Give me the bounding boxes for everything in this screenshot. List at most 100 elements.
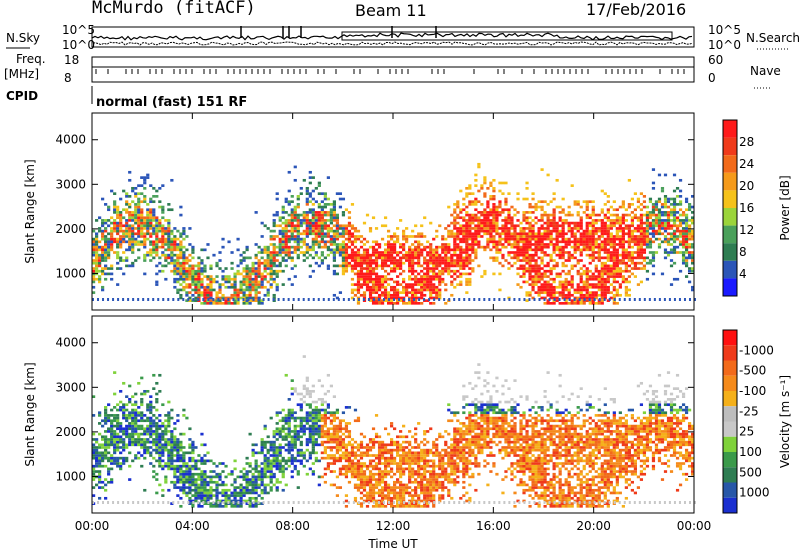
heatmap-cell [110, 427, 114, 431]
heatmap-cell [627, 224, 631, 228]
heatmap-cell [468, 235, 472, 238]
heatmap-cell [690, 243, 695, 246]
heatmap-cell [690, 237, 695, 241]
heatmap-cell [254, 470, 258, 473]
heatmap-cell [654, 219, 659, 222]
heatmap-cell [134, 419, 138, 423]
heatmap-cell [380, 251, 385, 254]
heatmap-cell [462, 203, 466, 206]
heatmap-cell [281, 259, 285, 262]
heatmap-cell [350, 283, 355, 286]
heatmap-cell [158, 459, 162, 463]
heatmap-cell [260, 451, 264, 455]
heatmap-cell [570, 285, 574, 289]
heatmap-cell [137, 443, 141, 447]
heatmap-cell [209, 296, 213, 300]
heatmap-cell [516, 219, 520, 222]
heatmap-cell [122, 440, 126, 444]
heatmap-cell [134, 243, 138, 246]
heatmap-cell [672, 173, 677, 177]
heatmap-cell [420, 251, 424, 254]
heatmap-cell [600, 248, 604, 252]
heatmap-cell [435, 251, 439, 254]
heatmap-cell [510, 237, 514, 241]
heatmap-cell [393, 245, 397, 249]
heatmap-cell [251, 467, 255, 471]
heatmap-cell [278, 464, 282, 468]
heatmap-cell [92, 291, 96, 294]
heatmap-cell [393, 256, 397, 260]
heatmap-cell [609, 296, 613, 300]
heatmap-cell [435, 288, 439, 292]
heatmap-cell [399, 299, 403, 302]
heatmap-cell [465, 264, 469, 268]
heatmap-cell [435, 296, 439, 300]
ground-scatter [222, 298, 225, 301]
heatmap-cell [161, 451, 165, 455]
heatmap-cell [465, 211, 469, 214]
heatmap-cell [164, 446, 168, 449]
heatmap-cell [567, 240, 571, 244]
heatmap-cell [266, 293, 270, 297]
heatmap-cell [152, 216, 156, 220]
heatmap-cell [341, 264, 346, 268]
ground-scatter [102, 298, 105, 301]
heatmap-cell [236, 291, 240, 294]
heatmap-cell [191, 472, 195, 476]
heatmap-cell [350, 264, 355, 268]
heatmap-cell [236, 486, 240, 489]
heatmap-cell [347, 264, 352, 268]
heatmap-cell [507, 237, 511, 241]
heatmap-cell [311, 219, 315, 222]
heatmap-cell [332, 243, 336, 246]
heatmap-cell [450, 269, 454, 273]
heatmap-cell [215, 504, 219, 508]
heatmap-cell [182, 275, 186, 278]
heatmap-cell [564, 245, 568, 249]
heatmap-cell [552, 229, 556, 233]
heatmap-cell [287, 221, 291, 225]
heatmap-cell [576, 221, 580, 225]
heatmap-cell [206, 296, 210, 300]
heatmap-cell [215, 483, 219, 487]
heatmap-cell [465, 205, 469, 209]
heatmap-cell [224, 267, 228, 270]
heatmap-cell [191, 269, 195, 273]
heatmap-cell [104, 248, 108, 252]
heatmap-cell [495, 211, 499, 214]
heatmap-cell [534, 275, 538, 278]
heatmap-cell [474, 200, 478, 204]
ground-scatter [142, 298, 145, 301]
heatmap-cell [116, 240, 120, 244]
heatmap-cell [221, 499, 225, 503]
heatmap-cell [281, 232, 285, 236]
heatmap-cell [606, 272, 610, 276]
heatmap-cell [438, 256, 442, 260]
heatmap-cell [648, 213, 653, 217]
ground-scatter [533, 298, 536, 301]
heatmap-cell [459, 224, 463, 228]
heatmap-cell [681, 219, 686, 222]
heatmap-cell [383, 296, 388, 300]
heatmap-cell [320, 227, 324, 230]
heatmap-cell [377, 301, 382, 305]
heatmap-cell [681, 211, 686, 214]
heatmap-cell [134, 221, 138, 225]
heatmap-cell [224, 499, 228, 503]
heatmap-cell [414, 261, 418, 265]
heatmap-cell [459, 259, 463, 262]
heatmap-cell [98, 462, 102, 465]
heatmap-cell [113, 192, 117, 196]
heatmap-cell [272, 451, 276, 455]
heatmap-cell [471, 267, 475, 270]
heatmap-cell [167, 419, 171, 423]
heatmap-cell [260, 235, 264, 238]
heatmap-cell [206, 277, 210, 281]
heatmap-cell [275, 272, 279, 276]
heatmap-cell [350, 240, 355, 244]
heatmap-cell [639, 240, 644, 244]
heatmap-cell [480, 219, 484, 222]
heatmap-cell [510, 219, 514, 222]
heatmap-cell [396, 264, 400, 268]
heatmap-cell [585, 240, 589, 244]
